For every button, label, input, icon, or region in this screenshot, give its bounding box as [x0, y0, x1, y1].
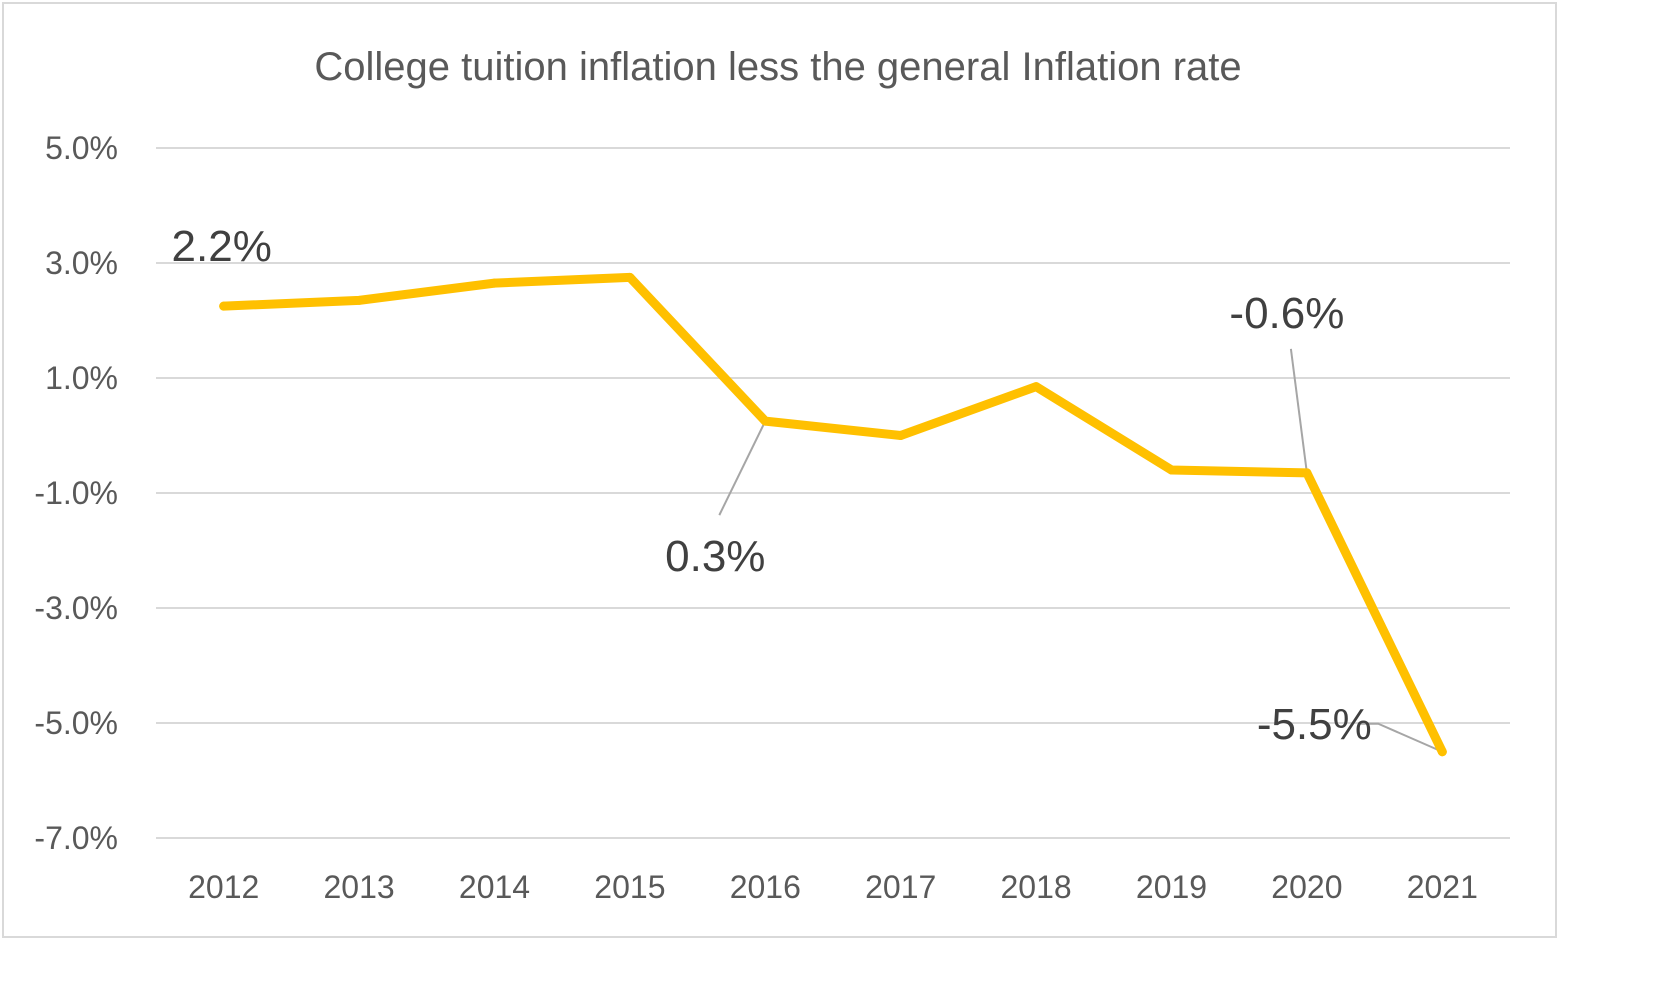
gridlines [156, 147, 1510, 839]
x-tick-label: 2013 [324, 869, 395, 905]
y-tick-label: -7.0% [34, 820, 118, 856]
y-tick-label: -3.0% [34, 590, 118, 626]
data-point [625, 272, 635, 282]
x-tick-label: 2015 [594, 869, 665, 905]
data-point [1302, 468, 1312, 478]
series-line [219, 272, 1447, 757]
x-tick-label: 2021 [1407, 869, 1478, 905]
y-tick-label: -1.0% [34, 475, 118, 511]
data-point [490, 278, 499, 288]
data-point [1031, 382, 1041, 392]
y-tick-label: -5.0% [34, 705, 118, 741]
y-tick-label: 3.0% [45, 245, 118, 281]
y-axis-ticks: 5.0% 3.0% 1.0% -1.0% -3.0% -5.0% -7.0% [34, 130, 118, 856]
data-point [354, 295, 364, 305]
x-tick-label: 2014 [459, 869, 530, 905]
x-tick-label: 2020 [1271, 869, 1342, 905]
label-leader-line [1289, 348, 1308, 474]
x-tick-label: 2012 [188, 869, 259, 905]
data-point [219, 301, 229, 311]
data-label-leaders [718, 348, 1443, 753]
series-group [219, 272, 1447, 757]
data-label: -0.6% [1229, 289, 1344, 338]
data-labels: 2.2% 0.3% -0.6% -5.5% [172, 222, 1372, 749]
label-leader-line [718, 420, 767, 516]
x-tick-label: 2016 [730, 869, 801, 905]
y-tick-label: 1.0% [45, 360, 118, 396]
data-label: -5.5% [1257, 700, 1372, 749]
data-point [760, 416, 770, 426]
x-tick-label: 2017 [865, 869, 936, 905]
data-label: 0.3% [665, 532, 765, 581]
x-tick-label: 2019 [1136, 869, 1207, 905]
data-label: 2.2% [172, 222, 272, 271]
data-point [1167, 465, 1176, 475]
data-point [1437, 747, 1447, 757]
x-axis-ticks: 2012 2013 2014 2015 2016 2017 2018 2019 2020 2021 [188, 869, 1478, 905]
data-point [896, 431, 906, 440]
y-tick-label: 5.0% [45, 130, 118, 166]
x-tick-label: 2018 [1001, 869, 1072, 905]
label-leader-line [1358, 722, 1443, 753]
chart-title: College tuition inflation less the gener… [314, 45, 1241, 89]
